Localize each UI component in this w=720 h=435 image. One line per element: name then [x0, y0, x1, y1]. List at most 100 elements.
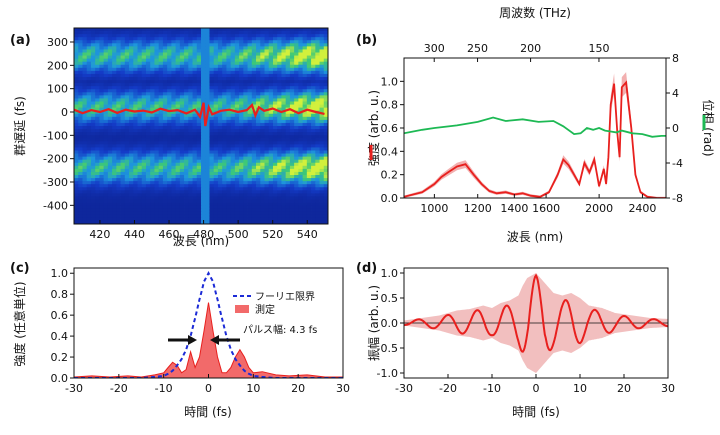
heatmap-cell — [99, 147, 105, 151]
heatmap-cell — [179, 107, 185, 112]
heatmap-cell — [154, 110, 160, 115]
heatmap-cell — [285, 129, 291, 133]
heatmap-cell — [323, 144, 328, 148]
heatmap-cell — [158, 190, 164, 194]
heatmap-cell — [141, 67, 147, 72]
heatmap-cell — [306, 70, 312, 75]
heatmap-cell — [179, 153, 185, 158]
heatmap-cell — [226, 202, 232, 207]
heatmap-cell — [86, 181, 92, 185]
heatmap-cell — [298, 43, 303, 47]
heatmap-cell — [171, 175, 176, 179]
heatmap-cell — [306, 58, 312, 63]
heatmap-cell — [112, 64, 117, 69]
heatmap-cell — [192, 153, 198, 158]
heatmap-cell — [239, 165, 244, 170]
heatmap-cell — [243, 64, 248, 69]
heatmap-cell — [217, 89, 223, 93]
heatmap-cell — [209, 214, 215, 219]
heatmap-cell — [247, 135, 253, 139]
heatmap-cell — [319, 171, 325, 176]
heatmap-cell — [239, 43, 244, 47]
heatmap-cell — [311, 98, 316, 102]
heatmap-cell — [289, 61, 295, 66]
heatmap-cell — [217, 168, 223, 173]
heatmap-cell — [302, 101, 308, 105]
heatmap-cell — [99, 37, 105, 41]
heatmap-cell — [158, 135, 164, 139]
heatmap-cell — [133, 162, 138, 167]
heatmap-cell — [281, 40, 287, 44]
heatmap-cell — [120, 135, 126, 139]
heatmap-cell — [137, 80, 143, 84]
heatmap-cell — [209, 171, 215, 176]
heatmap-cell — [167, 171, 172, 176]
heatmap-cell — [99, 52, 105, 56]
heatmap-cell — [260, 205, 265, 210]
heatmap-cell — [294, 162, 299, 167]
heatmap-cell — [184, 208, 189, 213]
heatmap-cell — [264, 34, 270, 38]
legend-label-measured: 測定 — [255, 303, 275, 316]
heatmap-cell — [294, 89, 299, 93]
heatmap-cell — [260, 31, 265, 35]
heatmap-cell — [103, 113, 109, 118]
heatmap-cell — [103, 178, 109, 182]
heatmap-cell — [188, 46, 193, 50]
heatmap-cell — [86, 138, 92, 142]
heatmap-cell — [272, 86, 278, 90]
heatmap-cell — [171, 126, 176, 130]
heatmap-cell — [184, 214, 189, 219]
heatmap-cell — [141, 147, 147, 151]
heatmap-cell — [323, 187, 328, 191]
heatmap-cell — [137, 107, 143, 112]
heatmap-cell — [120, 95, 126, 99]
heatmap-cell — [103, 199, 109, 203]
heatmap-cell — [285, 132, 291, 136]
heatmap-cell — [281, 217, 287, 222]
heatmap-cell — [268, 58, 274, 63]
heatmap-cell — [150, 37, 155, 41]
heatmap-cell — [116, 132, 121, 136]
heatmap-cell — [226, 98, 232, 102]
heatmap-cell — [162, 199, 168, 203]
heatmap-cell — [107, 196, 113, 200]
heatmap-cell — [133, 119, 138, 124]
heatmap-cell — [315, 34, 320, 38]
heatmap-cell — [289, 187, 295, 191]
heatmap-cell — [302, 61, 308, 66]
heatmap-cell — [86, 61, 92, 66]
y-tick-b-tick-label: 0.8 — [381, 99, 399, 112]
heatmap-cell — [86, 119, 92, 124]
heatmap-cell — [175, 46, 181, 50]
heatmap-cell — [188, 217, 193, 222]
heatmap-cell — [243, 31, 248, 35]
heatmap-cell — [277, 116, 282, 121]
heatmap-cell — [306, 199, 312, 203]
heatmap-cell — [302, 217, 308, 222]
heatmap-cell — [277, 126, 282, 130]
heatmap-cell — [184, 193, 189, 197]
heatmap-cell — [99, 77, 105, 81]
heatmap-cell — [226, 110, 232, 115]
heatmap-cell — [82, 205, 88, 210]
heatmap-cell — [112, 49, 117, 53]
heatmap-cell — [272, 135, 278, 139]
heatmap-cell — [162, 135, 168, 139]
heatmap-cell — [234, 141, 240, 145]
heatmap-cell — [107, 129, 113, 133]
heatmap-cell — [205, 141, 210, 145]
heatmap-cell — [268, 119, 274, 124]
heatmap-cell — [150, 138, 155, 142]
heatmap-cell — [256, 211, 261, 216]
heatmap-cell — [294, 178, 299, 182]
heatmap-cell — [323, 37, 328, 41]
heatmap-cell — [217, 153, 223, 158]
heatmap-cell — [277, 64, 282, 69]
heatmap-cell — [133, 46, 138, 50]
heatmap-cell — [175, 168, 181, 173]
heatmap-cell — [95, 165, 100, 170]
heatmap-cell — [184, 73, 189, 78]
heatmap-cell — [230, 46, 236, 50]
heatmap-cell — [124, 77, 130, 81]
